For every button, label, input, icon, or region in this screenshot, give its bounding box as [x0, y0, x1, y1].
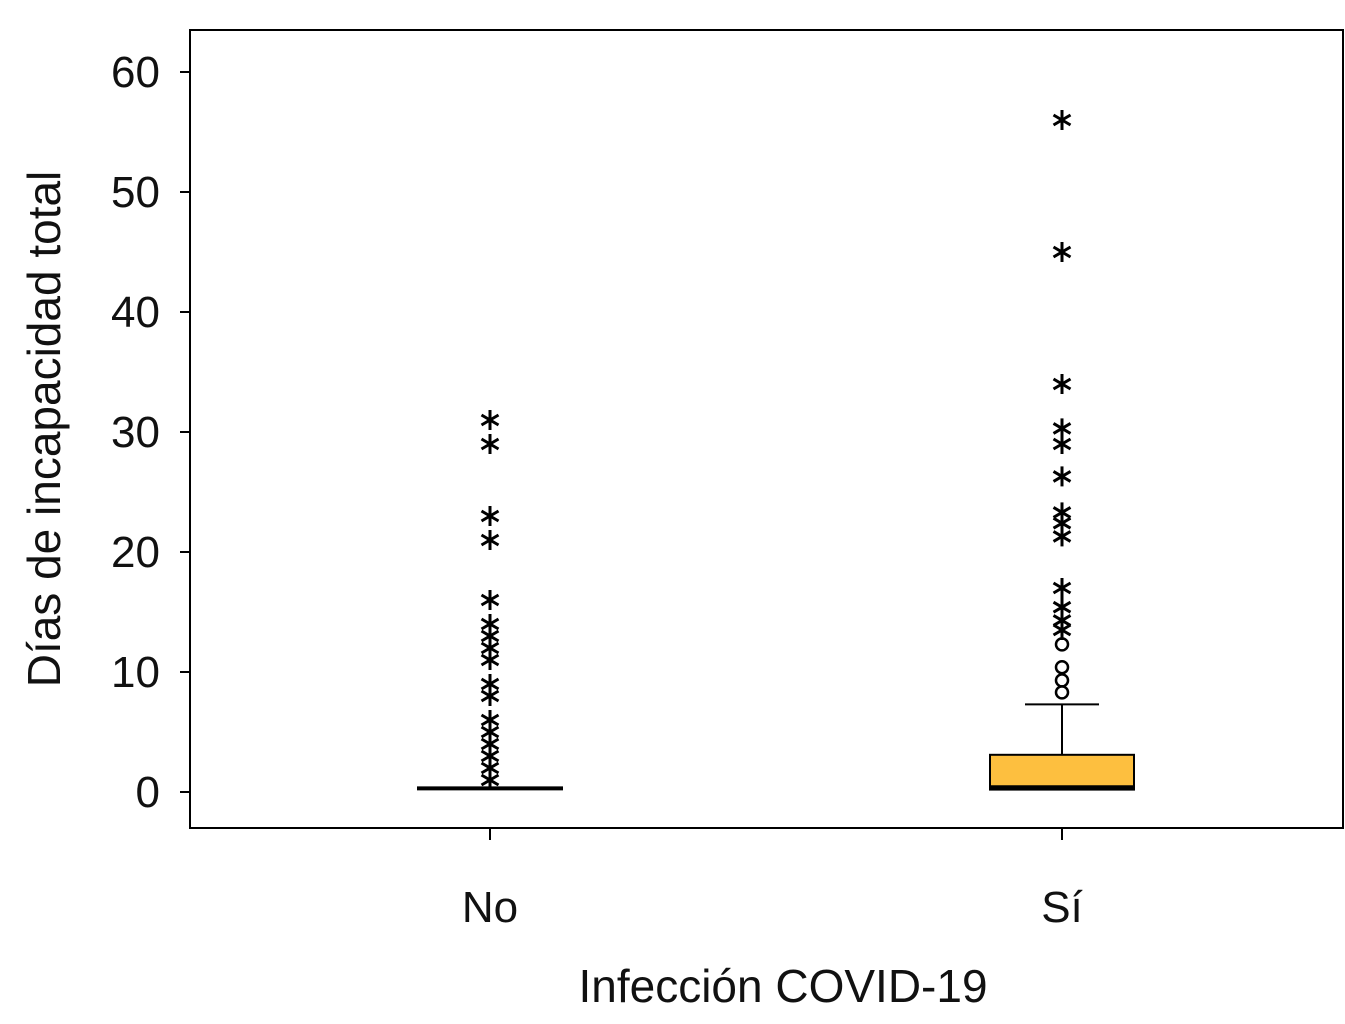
- extreme-outlier: [1052, 466, 1072, 487]
- mild-outlier: [1054, 685, 1070, 700]
- extreme-outlier: [480, 650, 500, 670]
- extreme-outlier: [480, 410, 500, 430]
- extreme-outlier: [480, 590, 500, 610]
- mild-outlier: [1054, 673, 1070, 688]
- extreme-outlier: [480, 434, 500, 454]
- extreme-outlier: [480, 686, 500, 706]
- y-tick-label: 30: [111, 408, 160, 457]
- y-tick-label: 40: [111, 288, 160, 337]
- extreme-outlier: [1052, 578, 1072, 598]
- extreme-outlier: [1052, 526, 1072, 547]
- box-No: [417, 410, 563, 791]
- y-tick-label: 0: [136, 768, 160, 817]
- y-tick-label: 20: [111, 528, 160, 577]
- x-tick-label: No: [462, 883, 518, 932]
- box-Sí: [989, 110, 1135, 791]
- extreme-outlier: [1052, 620, 1072, 640]
- extreme-outlier: [480, 530, 500, 550]
- extreme-outlier: [1052, 110, 1072, 130]
- box-iqr: [989, 753, 1135, 791]
- y-tick-label: 50: [111, 168, 160, 217]
- extreme-outlier: [1052, 242, 1072, 262]
- y-tick-label: 10: [111, 648, 160, 697]
- x-tick-label: Sí: [1041, 883, 1083, 932]
- extreme-outlier: [480, 770, 500, 790]
- extreme-outlier: [1052, 374, 1072, 394]
- y-axis-label: Días de incapacidad total: [18, 171, 70, 688]
- extreme-outlier: [1052, 434, 1072, 454]
- y-tick-label: 60: [111, 48, 160, 97]
- mild-outlier: [1054, 659, 1070, 675]
- x-axis-label: Infección COVID-19: [578, 960, 987, 1012]
- plot-frame: [189, 29, 1344, 829]
- mild-outlier: [1054, 637, 1070, 652]
- extreme-outlier: [480, 506, 500, 526]
